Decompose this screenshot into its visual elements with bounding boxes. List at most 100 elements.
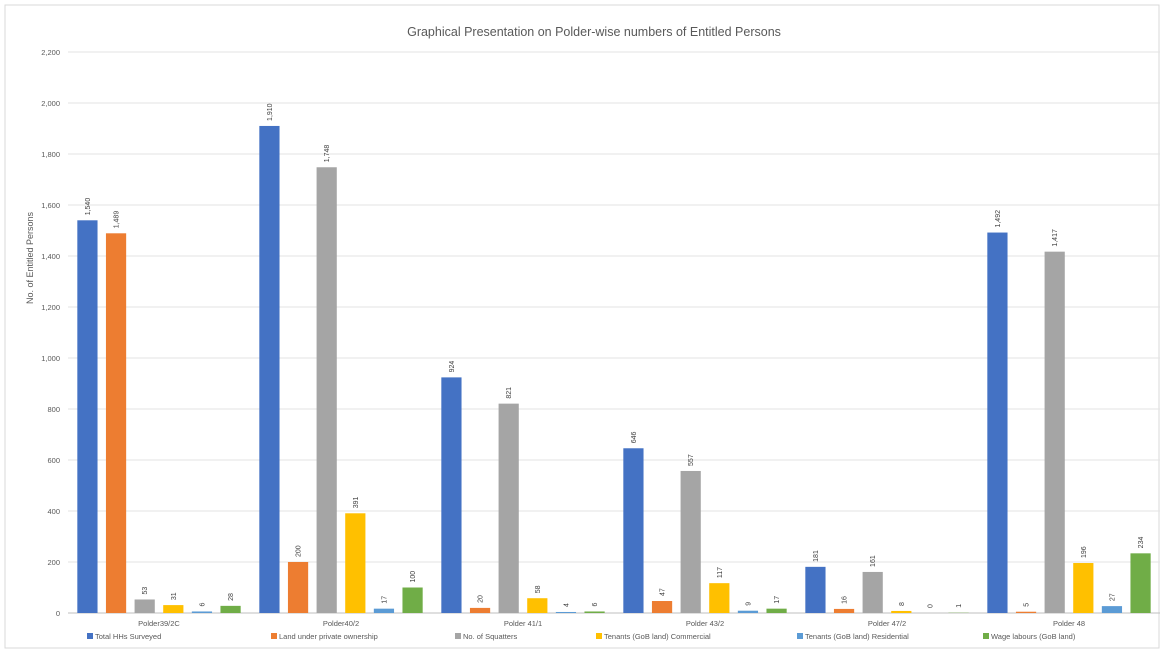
data-label: 17 [381, 596, 388, 604]
y-tick-label: 2,000 [41, 99, 60, 108]
x-tick-label: Polder 41/1 [504, 619, 542, 628]
legend-swatch [596, 633, 602, 639]
data-label: 8 [899, 602, 906, 606]
data-label: 196 [1081, 546, 1088, 558]
data-label: 4 [563, 603, 570, 607]
legend-swatch [455, 633, 461, 639]
data-label: 161 [870, 555, 877, 567]
legend-label: Wage labours (GoB land) [991, 632, 1076, 641]
y-tick-label: 200 [47, 558, 60, 567]
data-label: 557 [688, 454, 695, 466]
bar [106, 233, 126, 613]
data-label: 646 [631, 431, 638, 443]
bar [135, 599, 155, 613]
data-label: 31 [171, 592, 178, 600]
bar [766, 609, 786, 613]
x-tick-label: Polder40/2 [323, 619, 359, 628]
y-tick-label: 1,600 [41, 201, 60, 210]
data-label: 1,489 [114, 211, 121, 229]
data-label: 1,417 [1052, 229, 1059, 247]
bar [402, 588, 422, 614]
bar [441, 377, 461, 613]
data-label: 17 [774, 596, 781, 604]
data-label: 100 [410, 571, 417, 583]
legend-swatch [797, 633, 803, 639]
y-tick-label: 1,200 [41, 303, 60, 312]
data-label: 9 [745, 602, 752, 606]
bar [834, 609, 854, 613]
data-label: 1,748 [324, 145, 331, 163]
data-label: 16 [842, 596, 849, 604]
data-label: 1,910 [267, 103, 274, 121]
data-label: 1,492 [995, 210, 1002, 228]
data-label: 821 [506, 387, 513, 399]
bar [987, 233, 1007, 613]
bar [499, 404, 519, 613]
data-label: 6 [199, 602, 206, 606]
bar [220, 606, 240, 613]
y-tick-label: 600 [47, 456, 60, 465]
bar [470, 608, 490, 613]
data-label: 1 [956, 604, 963, 608]
legend-label: No. of Squatters [463, 632, 517, 641]
bar [584, 611, 604, 613]
bar [891, 611, 911, 613]
data-label: 6 [592, 602, 599, 606]
data-label: 28 [228, 593, 235, 601]
data-label: 181 [813, 550, 820, 562]
data-label: 200 [296, 545, 303, 557]
legend-swatch [983, 633, 989, 639]
x-tick-label: Polder 43/2 [686, 619, 724, 628]
data-label: 1,540 [85, 198, 92, 216]
bar [681, 471, 701, 613]
bar [709, 583, 729, 613]
y-tick-label: 1,000 [41, 354, 60, 363]
data-label: 117 [717, 567, 724, 578]
bar [652, 601, 672, 613]
y-tick-label: 1,800 [41, 150, 60, 159]
legend-label: Land under private ownership [279, 632, 378, 641]
x-tick-label: Polder 47/2 [868, 619, 906, 628]
data-label: 0 [927, 604, 934, 608]
chart-title: Graphical Presentation on Polder-wise nu… [407, 25, 781, 39]
y-tick-label: 800 [47, 405, 60, 414]
bar [1102, 606, 1122, 613]
bar [1130, 553, 1150, 613]
bar [163, 605, 183, 613]
bar [345, 513, 365, 613]
bar [805, 567, 825, 613]
data-label: 924 [449, 361, 456, 373]
bar [374, 609, 394, 613]
bar [192, 611, 212, 613]
bar [556, 612, 576, 613]
bar [863, 572, 883, 613]
bar [738, 611, 758, 613]
y-tick-label: 400 [47, 507, 60, 516]
bar [259, 126, 279, 613]
data-label: 5 [1024, 603, 1031, 607]
data-label: 53 [142, 587, 149, 595]
bar [1016, 612, 1036, 613]
bar [77, 220, 97, 613]
data-label: 234 [1138, 537, 1145, 549]
x-tick-label: Polder39/2C [138, 619, 180, 628]
y-tick-label: 1,400 [41, 252, 60, 261]
legend-swatch [271, 633, 277, 639]
legend-label: Total HHs Surveyed [95, 632, 161, 641]
bar [527, 598, 547, 613]
y-axis-label: No. of Entitled Persons [25, 211, 35, 304]
y-tick-label: 2,200 [41, 48, 60, 57]
data-label: 20 [478, 595, 485, 603]
bar [1073, 563, 1093, 613]
legend-label: Tenants (GoB land) Commercial [604, 632, 711, 641]
legend-label: Tenants (GoB land) Residential [805, 632, 909, 641]
data-label: 58 [535, 585, 542, 593]
data-label: 47 [660, 588, 667, 596]
bar [317, 167, 337, 613]
y-tick-label: 0 [56, 609, 60, 618]
bar [1045, 252, 1065, 613]
data-label: 27 [1109, 593, 1116, 601]
x-tick-label: Polder 48 [1053, 619, 1085, 628]
